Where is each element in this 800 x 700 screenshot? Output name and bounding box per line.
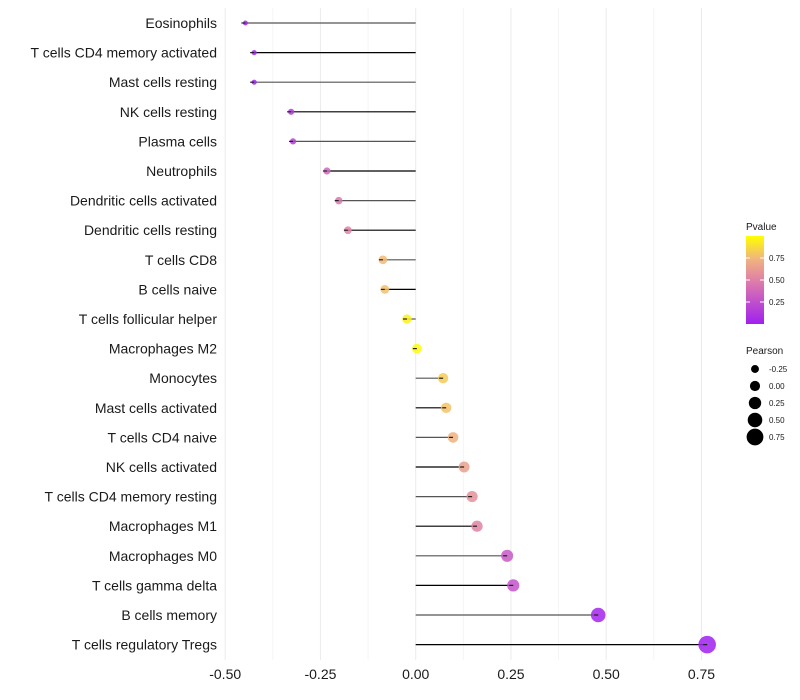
size-key-dot xyxy=(747,412,763,428)
x-tick-label: 0.50 xyxy=(593,666,620,682)
colorbar-tick-label: 0.50 xyxy=(769,276,785,285)
x-tick-label: 0.25 xyxy=(497,666,524,682)
size-key-label: 0.50 xyxy=(769,416,785,425)
category-label: B cells memory xyxy=(121,607,217,623)
size-key-label: 0.00 xyxy=(769,382,785,391)
pvalue-legend: Pvalue 0.25 0.50 0.75 xyxy=(746,222,785,324)
lollipop-point xyxy=(458,461,470,473)
lollipop-stems xyxy=(245,22,708,646)
category-label: T cells CD4 naive xyxy=(108,429,218,445)
category-label: T cells regulatory Tregs xyxy=(72,637,217,653)
x-tick-label: 0.00 xyxy=(402,666,429,682)
category-label: Dendritic cells activated xyxy=(70,193,217,209)
x-tick-label: 0.75 xyxy=(688,666,715,682)
category-label: Mast cells activated xyxy=(95,400,217,416)
lollipop-points xyxy=(241,20,716,654)
category-label: Macrophages M2 xyxy=(109,341,217,357)
lollipop-point xyxy=(344,226,352,235)
size-key-label: 0.25 xyxy=(769,399,785,408)
x-axis-ticks: -0.50 -0.25 0.00 0.25 0.50 0.75 xyxy=(209,666,715,682)
category-label: T cells follicular helper xyxy=(79,311,218,327)
category-label: Mast cells resting xyxy=(109,74,217,90)
category-label: T cells CD8 xyxy=(145,252,217,268)
colorbar-tick-label: 0.25 xyxy=(769,298,785,307)
category-label: Macrophages M1 xyxy=(109,518,217,534)
category-label: T cells CD4 memory activated xyxy=(31,45,217,61)
size-key-dot xyxy=(749,380,761,392)
pvalue-legend-title: Pvalue xyxy=(746,222,777,233)
category-label: Eosinophils xyxy=(145,15,217,31)
size-key-label: -0.25 xyxy=(769,365,788,374)
size-key-dot xyxy=(746,428,764,446)
gridlines xyxy=(224,8,702,660)
category-label: NK cells activated xyxy=(106,459,217,475)
category-label: Macrophages M0 xyxy=(109,548,217,564)
category-label: T cells CD4 memory resting xyxy=(45,489,217,505)
size-key-label: 0.75 xyxy=(769,433,785,442)
x-tick-label: -0.25 xyxy=(304,666,336,682)
pearson-legend: Pearson -0.25 0.00 0.25 0.50 0.75 xyxy=(746,346,788,446)
category-label: NK cells resting xyxy=(120,104,217,120)
category-label: T cells gamma delta xyxy=(92,577,217,593)
category-label: Monocytes xyxy=(149,370,217,386)
y-axis-labels: Eosinophils T cells CD4 memory activated M… xyxy=(31,15,218,653)
pvalue-colorbar xyxy=(746,236,764,324)
pearson-legend-title: Pearson xyxy=(746,346,783,357)
size-key-dot xyxy=(751,365,759,373)
category-label: Dendritic cells resting xyxy=(84,222,217,238)
category-label: Neutrophils xyxy=(146,163,217,179)
category-label: Plasma cells xyxy=(138,133,217,149)
colorbar-tick-label: 0.75 xyxy=(769,254,785,263)
size-key-dot xyxy=(748,396,762,410)
x-tick-label: -0.50 xyxy=(209,666,241,682)
category-label: B cells naive xyxy=(138,281,217,297)
